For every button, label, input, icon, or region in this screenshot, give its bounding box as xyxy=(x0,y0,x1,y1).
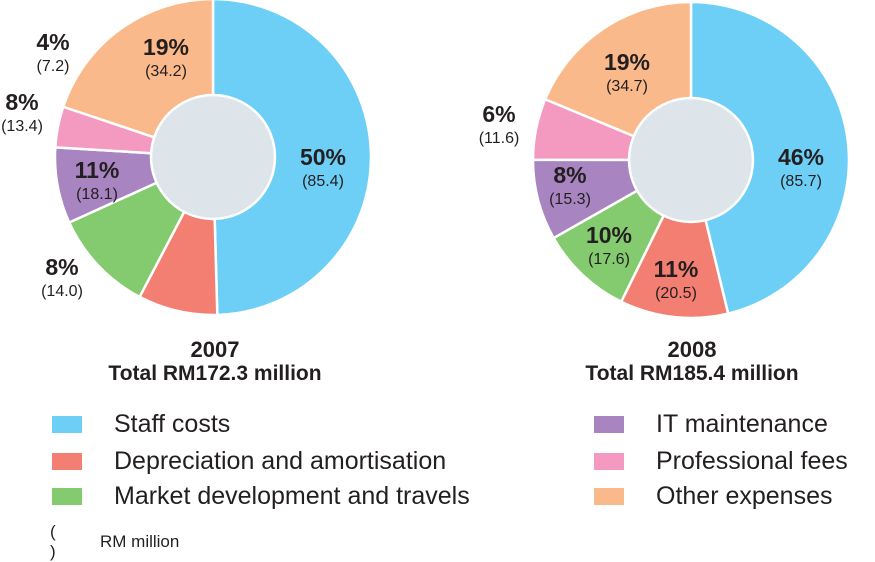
percent-label-2007-other-expenses: 19% xyxy=(143,34,189,60)
unit-note: ( ) RM million xyxy=(50,522,179,562)
unit-note-label: RM million xyxy=(100,532,180,551)
expense-breakdown-figure: 50% (85.4) 8% (14.0) 11% (18.1) 8% (13.4) 4% (7.2… xyxy=(1,0,851,561)
value-label-2008-professional-fees: (11.6) xyxy=(479,130,520,147)
donut-chart-2008: 46% (85.7) 11% (20.5) 10% (17.6) 8% (15.3) 6% (11… xyxy=(479,0,851,320)
legend-item-it-maintenance: IT maintenance xyxy=(594,410,828,439)
chart-year-2007: 2007 xyxy=(190,337,240,362)
slice-2008-staff-costs xyxy=(689,0,851,315)
chart-caption-2007: 2007 Total RM172.3 million xyxy=(65,338,365,386)
value-label-2007-it-maintenance: (13.4) xyxy=(1,118,43,135)
legend-item-staff-costs: Staff costs xyxy=(52,410,230,439)
legend-label: Other expenses xyxy=(656,482,833,510)
legend-swatch-professional-fees xyxy=(594,453,624,470)
legend-item-professional-fees: Professional fees xyxy=(594,447,848,476)
legend-swatch-staff-costs xyxy=(52,416,82,433)
value-label-2008-other-expenses: (34.7) xyxy=(606,78,648,95)
donut-charts-canvas: 50% (85.4) 8% (14.0) 11% (18.1) 8% (13.4) 4% (7.2… xyxy=(1,0,851,320)
slice-2007-staff-costs xyxy=(211,0,373,317)
percent-label-2007-professional-fees: 4% xyxy=(36,29,69,55)
legend-label: Market development and travels xyxy=(114,482,470,510)
slice-2008-depreciation xyxy=(619,158,730,320)
percent-label-2007-market-development: 11% xyxy=(75,157,120,183)
value-label-2007-staff-costs: (85.4) xyxy=(302,173,344,190)
legend-label: IT maintenance xyxy=(656,410,828,438)
unit-note-symbol: ( ) xyxy=(50,522,74,561)
value-label-2008-staff-costs: (85.7) xyxy=(780,173,822,190)
percent-label-2008-it-maintenance: 8% xyxy=(553,162,586,188)
percent-label-2008-staff-costs: 46% xyxy=(778,144,824,170)
legend-swatch-other-expenses xyxy=(594,488,624,505)
percent-label-2008-market-development: 10% xyxy=(586,222,632,248)
legend-swatch-market-development xyxy=(52,488,82,505)
percent-label-2007-it-maintenance: 8% xyxy=(5,89,38,115)
chart-caption-2008: 2008 Total RM185.4 million xyxy=(542,338,842,386)
value-label-2007-market-development: (18.1) xyxy=(76,186,118,203)
legend-swatch-depreciation xyxy=(52,453,82,470)
percent-label-2007-depreciation: 8% xyxy=(45,254,78,280)
percent-label-2008-other-expenses: 19% xyxy=(604,49,650,75)
value-label-2007-other-expenses: (34.2) xyxy=(145,63,187,80)
donut-center-2008 xyxy=(627,96,755,224)
chart-total-2008: Total RM185.4 million xyxy=(585,362,799,385)
legend-item-depreciation: Depreciation and amortisation xyxy=(52,447,446,476)
legend-item-other-expenses: Other expenses xyxy=(594,482,833,511)
chart-year-2008: 2008 xyxy=(667,337,717,362)
value-label-2008-depreciation: (20.5) xyxy=(655,285,697,302)
donut-center-2007 xyxy=(149,93,277,221)
donut-chart-2007: 50% (85.4) 8% (14.0) 11% (18.1) 8% (13.4) 4% (7.2… xyxy=(1,0,373,317)
legend-item-market-development: Market development and travels xyxy=(52,482,470,511)
percent-label-2007-staff-costs: 50% xyxy=(300,144,346,170)
legend-label: Depreciation and amortisation xyxy=(114,447,447,475)
chart-total-2007: Total RM172.3 million xyxy=(108,362,322,385)
legend-swatch-it-maintenance xyxy=(594,416,624,433)
value-label-2008-it-maintenance: (15.3) xyxy=(549,191,591,208)
percent-label-2008-depreciation: 11% xyxy=(654,256,699,282)
value-label-2007-professional-fees: (7.2) xyxy=(37,58,70,75)
value-label-2008-market-development: (17.6) xyxy=(588,251,630,268)
value-label-2007-depreciation: (14.0) xyxy=(41,283,83,300)
legend-label: Professional fees xyxy=(656,447,848,475)
legend-label: Staff costs xyxy=(114,410,231,438)
percent-label-2008-professional-fees: 6% xyxy=(482,101,515,127)
